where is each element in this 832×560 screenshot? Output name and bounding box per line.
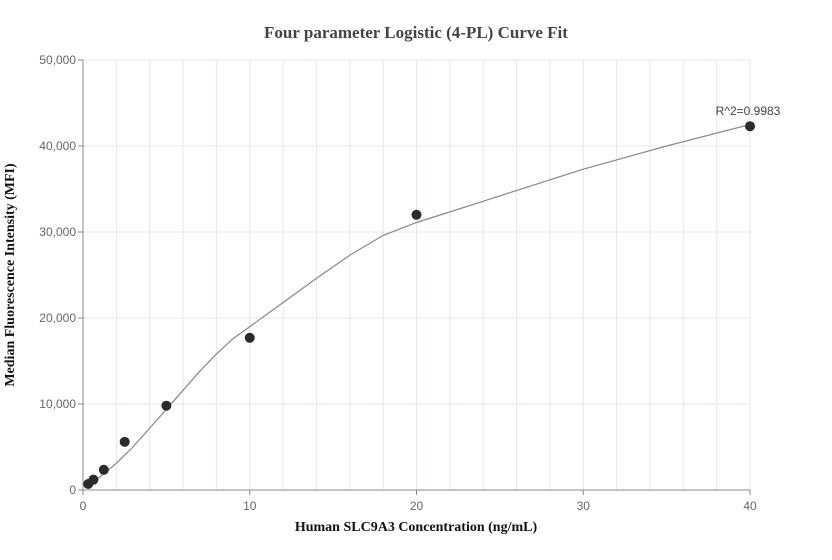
x-tick-label: 0: [80, 499, 87, 513]
y-axis-title: Median Fluorescence Intensity (MFI): [3, 163, 18, 387]
grid: [83, 59, 751, 490]
x-tick-label: 30: [577, 499, 591, 513]
data-points: [83, 121, 755, 489]
fit-curve: [87, 123, 751, 486]
x-axis-title: Human SLC9A3 Concentration (ng/mL): [295, 520, 538, 535]
y-tick-label: 30,000: [39, 225, 76, 239]
data-point: [411, 209, 422, 220]
y-tick-label: 40,000: [39, 139, 76, 153]
data-point: [161, 400, 172, 411]
r-squared-annotation: R^2=0.9983: [716, 104, 781, 118]
data-point: [244, 332, 255, 343]
y-tick-label: 0: [69, 483, 76, 497]
data-point: [119, 436, 130, 447]
x-tick-label: 10: [243, 499, 257, 513]
data-point: [745, 121, 755, 132]
ticks: 0 10,000 20,000 30,000 40,000 50,000 0 10 20 30 40: [39, 53, 757, 513]
data-point: [88, 474, 99, 485]
x-tick-label: 40: [743, 499, 757, 513]
chart-title: Four parameter Logistic (4-PL) Curve Fit: [264, 23, 568, 42]
y-tick-label: 50,000: [39, 53, 76, 67]
data-point: [98, 464, 109, 475]
x-tick-label: 20: [410, 499, 424, 513]
y-tick-label: 20,000: [39, 311, 76, 325]
y-tick-label: 10,000: [39, 397, 76, 411]
